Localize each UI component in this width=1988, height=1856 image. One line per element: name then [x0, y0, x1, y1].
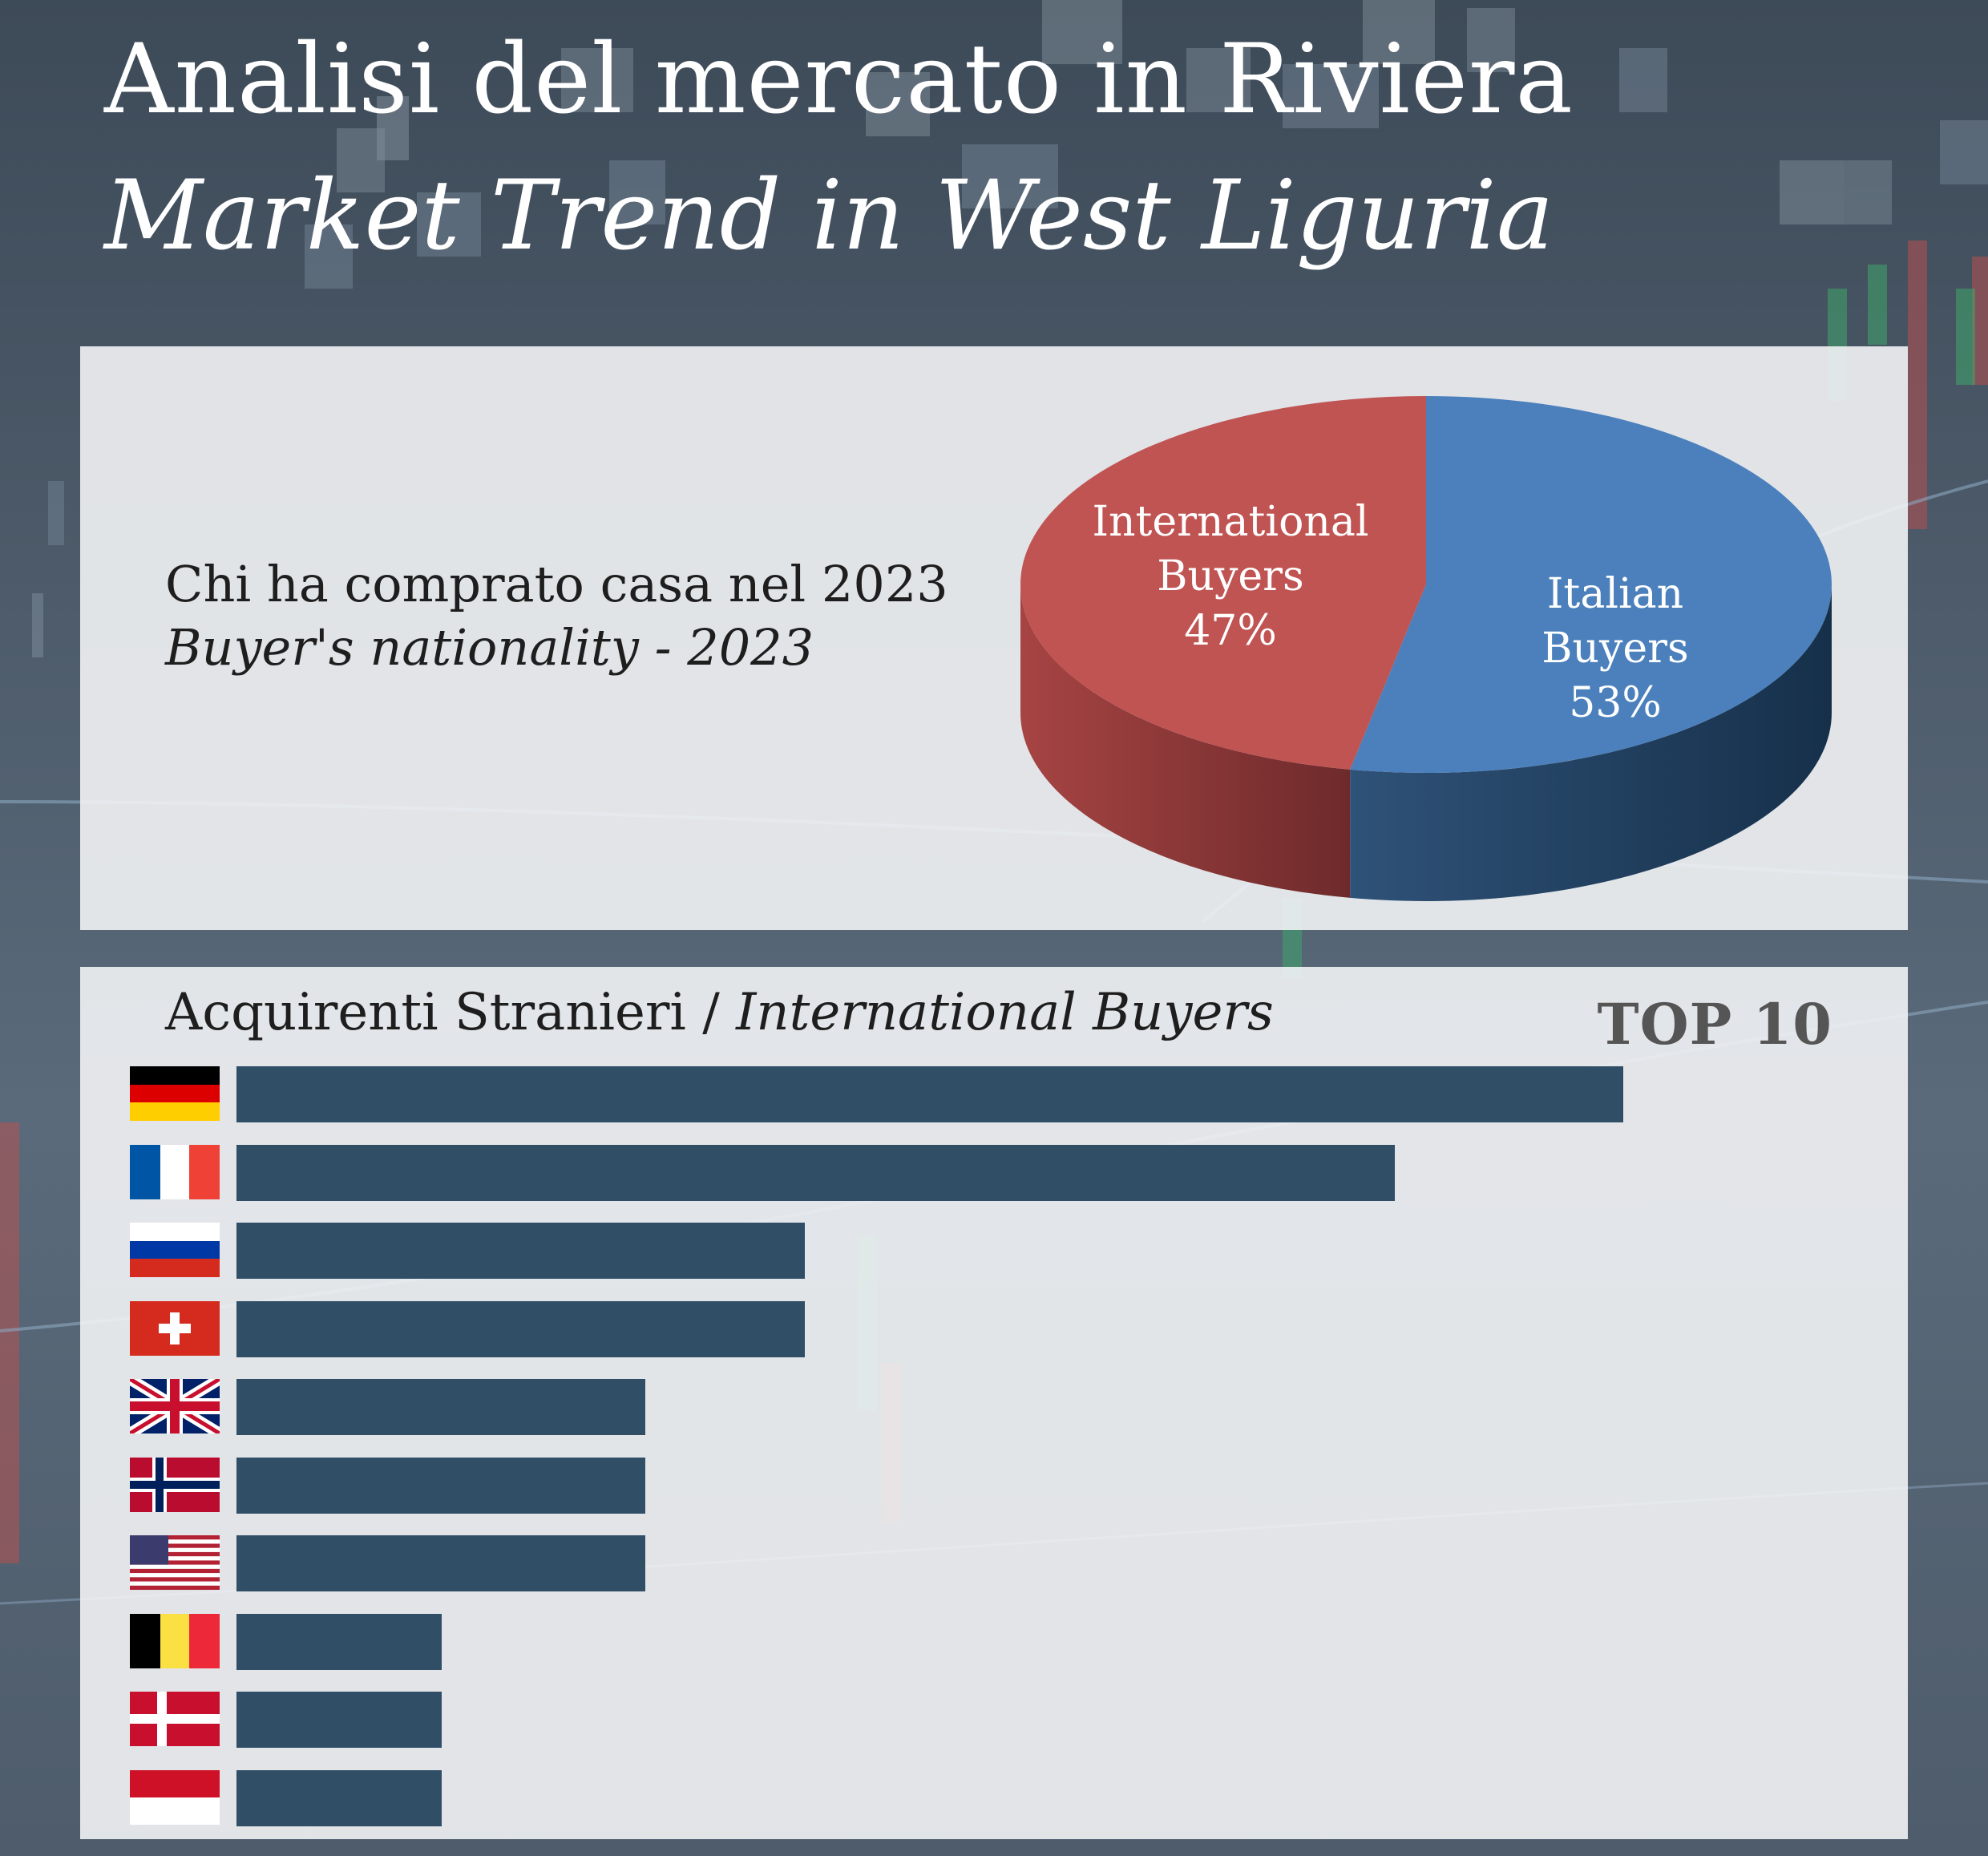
- pie-label-international: International Buyers 47%: [1092, 498, 1368, 655]
- buyer-nationality-panel: Chi ha comprato casa nel 2023 Buyer's na…: [80, 346, 1908, 930]
- bar-germany: [236, 1066, 1623, 1122]
- bg-candle: [561, 48, 633, 112]
- bars-heading: Acquirenti Stranieri / International Buy…: [165, 983, 1274, 1042]
- denmark-flag-icon: [130, 1692, 220, 1746]
- usa-flag-icon: [130, 1535, 220, 1590]
- germany-flag-icon: [130, 1066, 220, 1121]
- bg-candle: [1940, 120, 1988, 184]
- bg-candle: [377, 96, 409, 160]
- bar-usa: [236, 1535, 646, 1591]
- norway-flag-icon: [130, 1457, 220, 1512]
- bg-green-candle: [1956, 289, 1975, 385]
- bg-green-candle: [1868, 265, 1887, 345]
- international-buyers-panel: Acquirenti Stranieri / International Buy…: [80, 967, 1908, 1839]
- page-title: Analisi del mercato in Riviera: [104, 24, 1574, 135]
- pie-slice-international: [1020, 396, 1426, 770]
- bg-candle: [417, 192, 481, 257]
- pie-heading-english: Buyer's nationality - 2023: [165, 618, 814, 677]
- pie-side-italian: [1350, 584, 1832, 901]
- bg-candle: [1283, 64, 1379, 128]
- pie-chart: International Buyers 47% Italian Buyers 53%: [1020, 396, 1832, 901]
- bg-candle: [1363, 0, 1435, 64]
- bg-candle: [32, 593, 43, 657]
- bar-indonesia: [236, 1769, 442, 1826]
- bg-red-candle: [1972, 257, 1988, 385]
- bar-switzerland: [236, 1300, 806, 1357]
- pie-side-international: [1020, 584, 1351, 898]
- bar-denmark: [236, 1692, 442, 1748]
- bg-candle: [305, 224, 353, 289]
- bg-red-candle: [0, 1363, 19, 1563]
- pie-heading: Chi ha comprato casa nel 2023 Buyer's na…: [165, 555, 948, 677]
- bg-candle: [1844, 160, 1892, 224]
- bg-candle: [609, 160, 665, 224]
- bg-candle: [1780, 160, 1844, 224]
- top10-badge: TOP 10: [1597, 991, 1832, 1057]
- uk-flag-icon: [127, 1374, 223, 1438]
- pie-label-italian: Italian Buyers 53%: [1542, 570, 1688, 727]
- bar-belgium: [236, 1613, 442, 1670]
- pie-slice-italian: [1350, 396, 1832, 773]
- bg-red-candle: [1908, 241, 1927, 529]
- bg-candle: [1619, 48, 1667, 112]
- bg-candle: [1186, 48, 1251, 112]
- bar-uk: [236, 1379, 646, 1435]
- bars-heading-italian: Acquirenti Stranieri /: [165, 983, 737, 1042]
- bg-red-candle: [0, 1122, 19, 1363]
- bg-candle: [48, 481, 64, 545]
- switzerland-flag-icon: [130, 1300, 220, 1356]
- bars-heading-english: International Buyers: [736, 983, 1274, 1042]
- bg-candle: [962, 144, 1058, 208]
- bg-candle: [1467, 8, 1515, 72]
- indonesia-flag-icon: [130, 1769, 220, 1825]
- bar-norway: [236, 1457, 646, 1514]
- page-subtitle: Market Trend in West Liguria: [104, 160, 1554, 272]
- bar-russia: [236, 1223, 806, 1279]
- bg-candle: [1042, 0, 1122, 64]
- belgium-flag-icon: [130, 1613, 220, 1668]
- france-flag-icon: [130, 1144, 220, 1199]
- pie-heading-italian: Chi ha comprato casa nel 2023: [165, 555, 948, 613]
- russia-flag-icon: [130, 1223, 220, 1277]
- bg-candle: [866, 72, 930, 136]
- bar-france: [236, 1144, 1395, 1201]
